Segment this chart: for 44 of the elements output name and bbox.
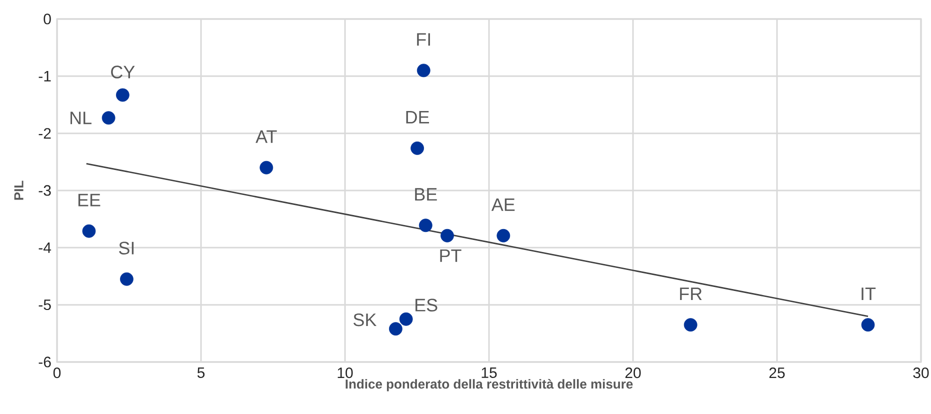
y-tick-label: -4 — [38, 242, 52, 253]
annotation: EE — [78, 194, 100, 206]
point — [260, 160, 274, 174]
annotation: SI — [119, 242, 134, 254]
annotation: AT — [256, 130, 277, 143]
x-tick-label: 30 — [913, 368, 929, 378]
point — [440, 228, 454, 242]
x-axis-title: Indice ponderato della restrittività delle misure — [346, 379, 633, 392]
annotation: FI — [417, 33, 430, 46]
point — [116, 88, 130, 102]
point — [410, 141, 424, 155]
x-tick-label: 10 — [338, 368, 353, 378]
point — [102, 111, 116, 125]
annotation: AE — [491, 198, 515, 211]
x-tick-label: 0 — [53, 368, 61, 378]
y-tick-label: 0 — [44, 14, 51, 24]
annotation: BE — [415, 188, 437, 201]
point — [388, 322, 402, 336]
annotation: CY — [111, 66, 135, 78]
point — [120, 272, 134, 286]
annotation: ES — [416, 298, 438, 312]
point — [496, 228, 510, 242]
annotation: PT — [440, 249, 462, 262]
point — [418, 218, 432, 232]
point — [82, 224, 96, 238]
y-tick-label: -1 — [38, 71, 51, 82]
annotation: IT — [862, 288, 876, 300]
y-tick-label: -6 — [38, 356, 51, 368]
x-tick-label: 20 — [625, 368, 641, 378]
y-axis-title: PIL — [14, 180, 24, 200]
y-tick-label: -2 — [38, 128, 51, 139]
annotation: SK — [354, 313, 377, 326]
annotation: FR — [680, 288, 702, 300]
point — [861, 318, 875, 332]
point — [684, 318, 698, 332]
point — [416, 64, 430, 78]
annotation: DE — [406, 110, 430, 124]
point — [399, 312, 413, 326]
annotation: NL — [70, 112, 92, 124]
x-tick-label: 15 — [482, 368, 497, 378]
y-tick-label: -5 — [38, 300, 51, 310]
x-tick-label: 5 — [197, 368, 205, 378]
x-tick-label: 25 — [769, 368, 785, 378]
y-tick-label: -3 — [38, 185, 51, 196]
